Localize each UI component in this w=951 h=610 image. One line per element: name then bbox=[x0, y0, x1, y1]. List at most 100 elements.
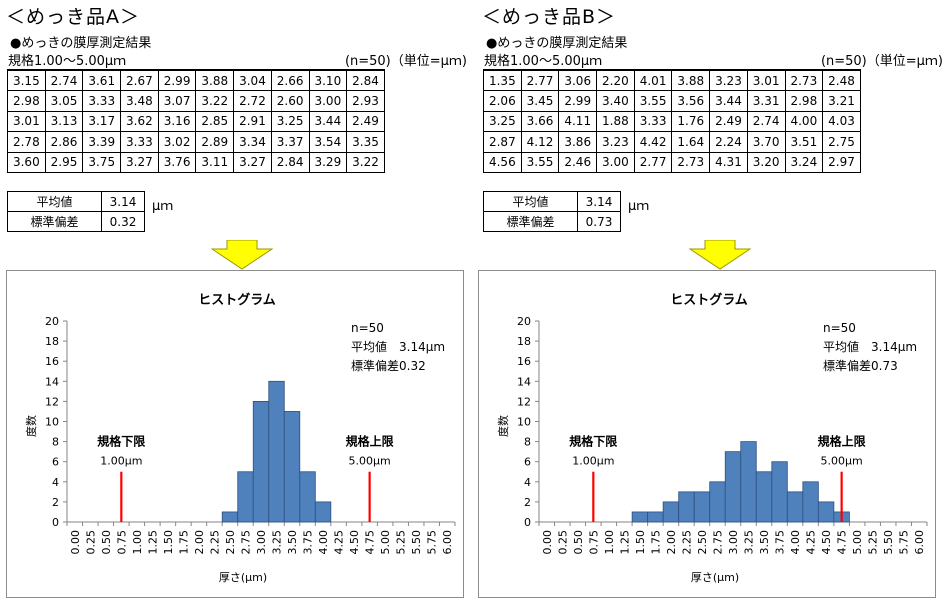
y-tick-label: 8 bbox=[52, 436, 59, 449]
stats-annotation: 平均値 3.14μm bbox=[351, 339, 445, 354]
y-tick-label: 4 bbox=[52, 476, 59, 489]
lower-limit-value: 1.00μm bbox=[100, 455, 142, 468]
table-cell: 2.78 bbox=[7, 131, 46, 153]
histogram-bar bbox=[678, 491, 695, 523]
table-cell: 3.27 bbox=[120, 151, 159, 173]
histogram-chart: ヒストグラム 0 2 4 6 8 10 12 14 16 18 20 0.00 0.25 0.50 0.75 1… bbox=[6, 270, 464, 598]
lower-limit-label: 規格下限 bbox=[569, 434, 617, 449]
x-tick-label: 1.25 bbox=[618, 530, 631, 555]
table-cell: 2.85 bbox=[195, 110, 235, 133]
histogram-bar bbox=[237, 471, 254, 523]
table-row: 2.06 3.45 2.99 3.40 3.55 3.56 3.44 3.31 … bbox=[483, 90, 861, 112]
table-cell: 4.00 bbox=[784, 110, 824, 133]
sd-label: 標準偏差 bbox=[7, 211, 102, 232]
table-row: 平均値 3.14 bbox=[483, 191, 621, 212]
x-tick-label: 3.25 bbox=[271, 530, 284, 555]
table-cell: 2.77 bbox=[520, 69, 560, 92]
table-cell: 3.33 bbox=[633, 110, 673, 133]
table-cell: 3.11 bbox=[195, 151, 235, 173]
sd-value: 0.32 bbox=[101, 211, 145, 232]
table-cell: 3.37 bbox=[270, 131, 310, 153]
x-tick-label: 0.25 bbox=[84, 530, 97, 555]
table-cell: 2.99 bbox=[558, 90, 598, 112]
x-tick-label: 3.25 bbox=[743, 530, 756, 555]
sd-value: 0.73 bbox=[577, 211, 621, 232]
histogram-bar bbox=[283, 411, 301, 523]
unit-note: (n=50)（単位=μｍ) bbox=[344, 54, 467, 69]
table-cell: 4.01 bbox=[633, 69, 673, 92]
table-row: 3.25 3.66 4.11 1.88 3.33 1.76 2.49 2.74 … bbox=[483, 110, 861, 133]
chart-title: ヒストグラム bbox=[670, 292, 748, 308]
table-cell: 3.55 bbox=[520, 151, 560, 173]
table-cell: 3.06 bbox=[558, 69, 598, 92]
histogram-bar bbox=[817, 501, 835, 523]
histogram-bar bbox=[740, 441, 757, 523]
results-subtitle: ●めっきの膜厚測定結果 bbox=[486, 36, 628, 51]
table-cell: 2.99 bbox=[157, 69, 197, 92]
table-row: 1.35 2.77 3.06 2.20 4.01 3.88 3.23 3.01 … bbox=[483, 69, 861, 92]
table-row: 3.60 2.95 3.75 3.27 3.76 3.11 3.27 2.84 … bbox=[7, 151, 385, 173]
table-cell: 4.12 bbox=[520, 131, 560, 153]
down-arrow-icon bbox=[211, 240, 273, 270]
table-cell: 3.39 bbox=[82, 131, 122, 153]
table-cell: 3.55 bbox=[633, 90, 673, 112]
histogram-bar bbox=[252, 400, 270, 523]
table-cell: 3.76 bbox=[157, 151, 197, 173]
upper-limit-value: 5.00μm bbox=[821, 455, 863, 468]
y-tick-label: 14 bbox=[45, 375, 59, 388]
y-tick-label: 12 bbox=[517, 395, 531, 408]
histogram-bar bbox=[771, 461, 788, 523]
table-cell: 3.44 bbox=[308, 110, 348, 133]
table-cell: 3.25 bbox=[270, 110, 310, 133]
table-cell: 3.88 bbox=[195, 69, 235, 92]
table-cell: 3.00 bbox=[596, 151, 635, 173]
x-tick-label: 1.75 bbox=[649, 530, 662, 555]
x-tick-label: 6.00 bbox=[441, 530, 454, 555]
x-tick-label: 0.00 bbox=[69, 530, 82, 555]
table-cell: 2.89 bbox=[195, 131, 235, 153]
stats-table: 平均値 3.14 標準偏差 0.32 bbox=[7, 191, 145, 232]
x-tick-label: 3.75 bbox=[774, 530, 787, 555]
results-subtitle: ●めっきの膜厚測定結果 bbox=[10, 36, 152, 51]
x-tick-label: 4.50 bbox=[348, 530, 361, 555]
table-cell: 3.33 bbox=[82, 90, 122, 112]
histogram-bar bbox=[786, 491, 804, 523]
y-tick-label: 4 bbox=[524, 476, 531, 489]
table-cell: 3.66 bbox=[520, 110, 560, 133]
table-cell: 3.88 bbox=[671, 69, 711, 92]
y-tick-label: 6 bbox=[524, 456, 531, 469]
table-cell: 2.24 bbox=[709, 131, 748, 153]
histogram-bar bbox=[802, 481, 819, 523]
x-tick-label: 5.50 bbox=[882, 530, 895, 555]
x-tick-label: 4.25 bbox=[805, 530, 818, 555]
x-tick-label: 1.25 bbox=[146, 530, 159, 555]
x-tick-label: 2.25 bbox=[680, 530, 693, 555]
x-tick-label: 1.75 bbox=[177, 530, 190, 555]
table-cell: 3.01 bbox=[746, 69, 786, 92]
mean-label: 平均値 bbox=[483, 191, 578, 212]
table-cell: 3.51 bbox=[784, 131, 824, 153]
x-tick-label: 0.50 bbox=[100, 530, 113, 555]
x-tick-label: 2.25 bbox=[208, 530, 221, 555]
table-cell: 4.31 bbox=[709, 151, 748, 173]
stats-table: 平均値 3.14 標準偏差 0.73 bbox=[483, 191, 621, 232]
table-cell: 2.84 bbox=[270, 151, 310, 173]
y-tick-label: 8 bbox=[524, 436, 531, 449]
table-cell: 3.22 bbox=[346, 151, 385, 173]
histogram-bar bbox=[647, 511, 664, 523]
y-tick-label: 10 bbox=[45, 416, 59, 429]
table-cell: 1.64 bbox=[671, 131, 711, 153]
table-row: 2.78 2.86 3.39 3.33 3.02 2.89 3.34 3.37 … bbox=[7, 131, 385, 153]
table-row: 標準偏差 0.73 bbox=[483, 211, 621, 232]
lower-limit-value: 1.00μm bbox=[572, 455, 614, 468]
unit-note: (n=50)（単位=μｍ) bbox=[820, 54, 943, 69]
table-cell: 3.62 bbox=[120, 110, 159, 133]
stats-annotation: 平均値 3.14μm bbox=[823, 339, 917, 354]
y-tick-label: 18 bbox=[45, 335, 59, 348]
table-cell: 2.73 bbox=[784, 69, 824, 92]
chart-title: ヒストグラム bbox=[198, 292, 276, 308]
table-cell: 3.33 bbox=[120, 131, 159, 153]
x-tick-label: 0.00 bbox=[541, 530, 554, 555]
table-cell: 2.48 bbox=[822, 69, 861, 92]
